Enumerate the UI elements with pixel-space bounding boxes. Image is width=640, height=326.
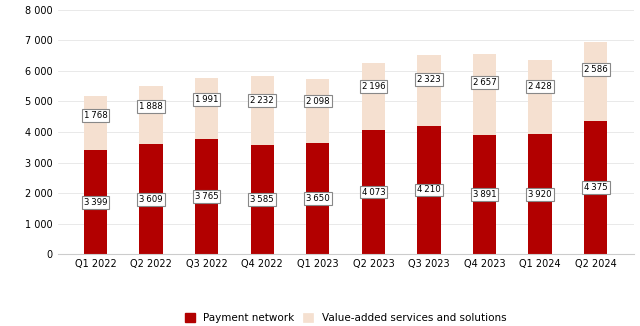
Text: 1 888: 1 888 [139, 102, 163, 111]
Text: 4 210: 4 210 [417, 185, 441, 194]
Bar [417, 55, 441, 126]
Bar [195, 78, 218, 139]
Bar [140, 86, 163, 144]
Text: 2 323: 2 323 [417, 75, 441, 84]
Text: 2 196: 2 196 [362, 82, 385, 91]
Bar [306, 79, 330, 143]
Bar [362, 63, 385, 130]
Bar [140, 144, 163, 254]
Bar [195, 139, 218, 254]
Text: 3 609: 3 609 [140, 195, 163, 204]
Text: 3 650: 3 650 [306, 194, 330, 203]
Bar [529, 135, 552, 254]
Text: 3 891: 3 891 [473, 190, 497, 199]
Bar [473, 54, 496, 135]
Text: 4 073: 4 073 [362, 187, 385, 197]
Bar [306, 143, 330, 254]
Legend: Payment network, Value-added services and solutions: Payment network, Value-added services an… [180, 309, 511, 326]
Text: 3 765: 3 765 [195, 192, 218, 201]
Bar [362, 130, 385, 254]
Text: 2 232: 2 232 [250, 96, 274, 105]
Bar [417, 126, 441, 254]
Bar [84, 96, 107, 150]
Bar [584, 121, 607, 254]
Bar [250, 145, 274, 254]
Bar [584, 41, 607, 121]
Text: 1 768: 1 768 [84, 111, 108, 120]
Bar [529, 60, 552, 135]
Text: 1 991: 1 991 [195, 95, 218, 104]
Bar [84, 150, 107, 254]
Text: 3 920: 3 920 [529, 190, 552, 199]
Text: 2 098: 2 098 [306, 96, 330, 106]
Bar [250, 77, 274, 145]
Bar [473, 135, 496, 254]
Text: 3 585: 3 585 [250, 195, 274, 204]
Text: 4 375: 4 375 [584, 183, 607, 192]
Text: 2 657: 2 657 [473, 78, 497, 87]
Text: 2 586: 2 586 [584, 65, 607, 74]
Text: 3 399: 3 399 [84, 198, 108, 207]
Text: 2 428: 2 428 [528, 82, 552, 91]
